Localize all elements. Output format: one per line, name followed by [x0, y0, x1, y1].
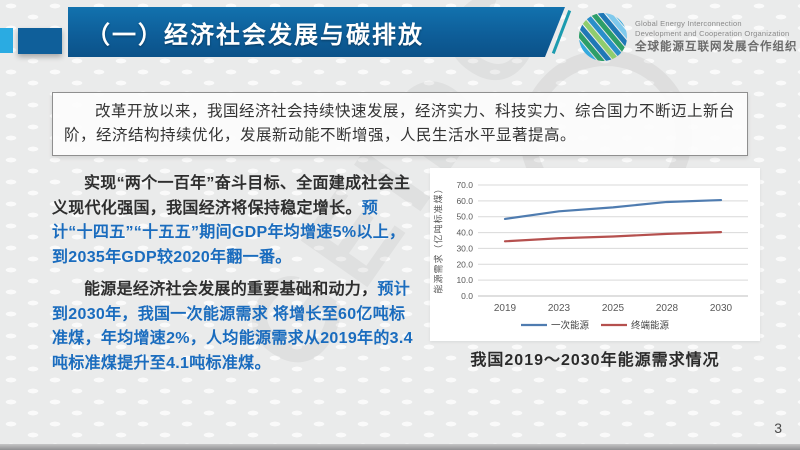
paragraph-gdp: 实现“两个一百年”奋斗目标、全面建成社会主义现代化强国，我国经济将保持稳定增长。…	[52, 172, 416, 270]
svg-text:50.0: 50.0	[456, 212, 473, 222]
svg-text:2028: 2028	[656, 303, 679, 314]
paragraph-gdp-normal: 实现“两个一百年”奋斗目标、全面建成社会主义现代化强国，我国经济将保持稳定增长。	[52, 175, 411, 217]
svg-text:2023: 2023	[548, 303, 571, 314]
globe-icon	[578, 12, 628, 62]
energy-demand-line-chart: 0.0 10.0 20.0 30.0 40.0 50.0 60.0 70.0 2019 2023 2…	[456, 180, 748, 332]
logo-en-line1: Global Energy Interconnection	[635, 19, 742, 29]
header-accent-light-blue	[0, 28, 13, 53]
page-number: 3	[774, 420, 782, 436]
intro-text: 改革开放以来，我国经济社会持续快速发展，经济实力、科技实力、综合国力不断迈上新台…	[64, 103, 736, 144]
svg-text:20.0: 20.0	[456, 259, 473, 269]
paragraph-energy: 能源是经济社会发展的重要基础和动力，预计到2030年，我国一次能源需求 将增长至…	[52, 278, 416, 376]
svg-text:30.0: 30.0	[456, 243, 473, 253]
geidco-logo: Global Energy Interconnection Developmen…	[578, 12, 798, 62]
energy-demand-chart-panel: 0.0 10.0 20.0 30.0 40.0 50.0 60.0 70.0 2019 2023 2…	[430, 168, 760, 341]
chart-y-axis-label: 能源需求（亿吨标准煤）	[433, 183, 444, 294]
logo-text: Global Energy Interconnection Developmen…	[635, 19, 798, 54]
svg-text:终端能源: 终端能源	[631, 320, 670, 332]
logo-zh: 全球能源互联网发展合作组织	[635, 41, 798, 54]
svg-text:10.0: 10.0	[456, 275, 473, 285]
intro-box: 改革开放以来，我国经济社会持续快速发展，经济实力、科技实力、综合国力不断迈上新台…	[52, 92, 748, 156]
chart-caption: 我国2019～2030年能源需求情况	[470, 352, 720, 369]
svg-text:60.0: 60.0	[456, 196, 473, 206]
paragraph-energy-emphasis: 预计到2030年，我国一次能源需求 将增长至60亿吨标准煤，年均增速2%，人均能…	[52, 281, 413, 372]
slide-bottom-edge	[0, 444, 800, 450]
page-title: （一）经济社会发展与碳排放	[86, 21, 424, 49]
svg-text:2030: 2030	[710, 303, 733, 314]
svg-text:一次能源: 一次能源	[551, 320, 590, 332]
paragraph-gdp-emphasis: 预计“十四五”“十五五”期间GDP年均增速5%以上，到2035年GDP较2020…	[52, 199, 406, 266]
svg-text:2025: 2025	[602, 303, 625, 314]
title-banner: （一）经济社会发展与碳排放	[68, 7, 565, 57]
svg-text:0.0: 0.0	[461, 291, 473, 301]
svg-text:2019: 2019	[494, 303, 517, 314]
body-text-column: 实现“两个一百年”奋斗目标、全面建成社会主义现代化强国，我国经济将保持稳定增长。…	[52, 172, 416, 384]
svg-text:40.0: 40.0	[456, 228, 473, 238]
paragraph-energy-normal: 能源是经济社会发展的重要基础和动力，	[84, 281, 378, 298]
logo-en-line2: Development and Cooperation Organization	[635, 28, 790, 38]
svg-text:70.0: 70.0	[456, 180, 473, 190]
header-accent-dark-blue	[18, 28, 62, 54]
